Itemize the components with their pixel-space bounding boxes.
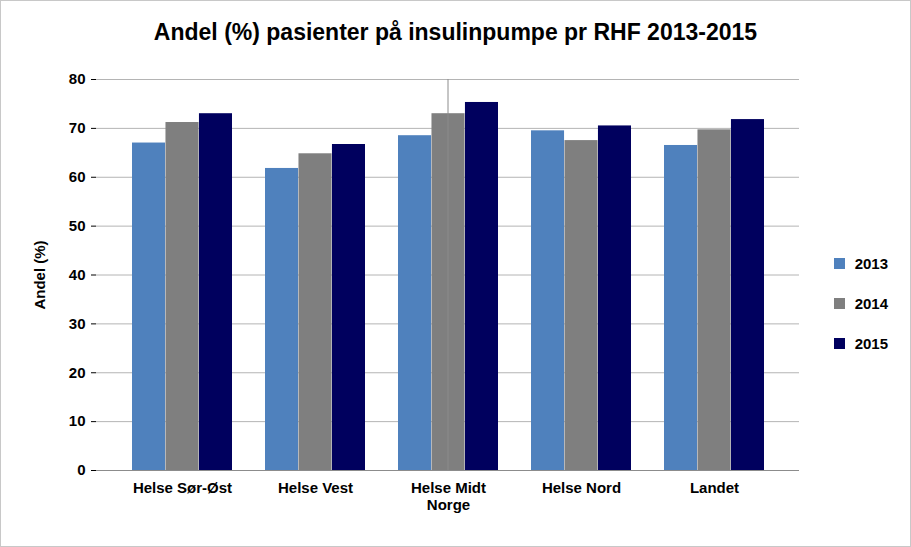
- svg-text:20: 20: [69, 364, 86, 381]
- svg-text:70: 70: [69, 119, 86, 136]
- svg-text:50: 50: [69, 217, 86, 234]
- svg-text:60: 60: [69, 168, 86, 185]
- svg-text:Helse MidtNorge: Helse MidtNorge: [411, 479, 486, 513]
- svg-text:80: 80: [69, 70, 86, 87]
- svg-text:Helse Nord: Helse Nord: [542, 479, 621, 496]
- html-text:2014: 2014: [854, 294, 888, 312]
- svg-text:0: 0: [77, 461, 85, 478]
- svg-text:Andel (%): Andel (%): [31, 240, 48, 309]
- svg-text:40: 40: [69, 266, 86, 283]
- svg-text:30: 30: [69, 315, 86, 332]
- html-text:Andel (%) pasienter på insulin: Andel (%) pasienter på insulinpumpe pr R…: [153, 19, 758, 45]
- html-text:2013: 2013: [854, 254, 888, 272]
- svg-text:Helse Sør-Øst: Helse Sør-Øst: [133, 479, 232, 496]
- html-text:2015: 2015: [854, 334, 888, 352]
- svg-text:Helse Vest: Helse Vest: [278, 479, 353, 496]
- svg-text:10: 10: [69, 412, 86, 429]
- svg-text:Landet: Landet: [690, 479, 739, 496]
